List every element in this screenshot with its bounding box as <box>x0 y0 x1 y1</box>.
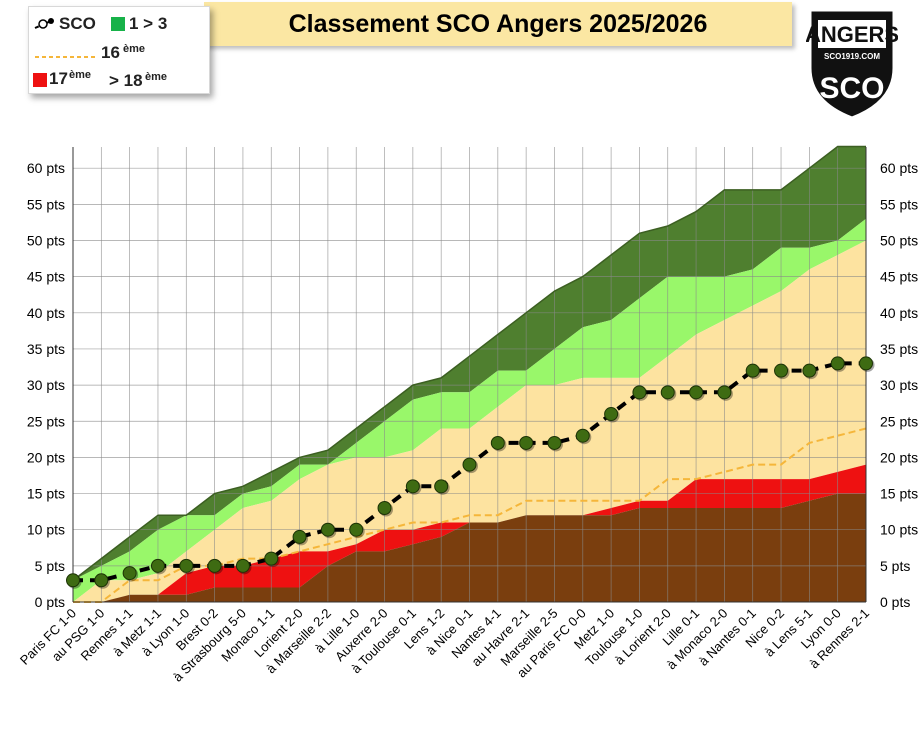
chart-title: Classement SCO Angers 2025/2026 <box>288 9 708 38</box>
y-tick-label-right: 15 pts <box>880 486 918 502</box>
sco-point <box>830 356 845 371</box>
y-tick-label-right: 50 pts <box>880 233 918 249</box>
sco-point <box>660 385 675 400</box>
sco-point <box>632 385 647 400</box>
chart-legend: SCO 1 > 3 16 ème 17 ème > 18 ème <box>28 6 210 94</box>
sco-point <box>235 558 250 573</box>
y-tick-label-left: 20 pts <box>27 449 65 465</box>
legend-rank16-label: 16 <box>101 43 120 62</box>
sco-point <box>774 363 789 378</box>
legend-rank18-suffix: ème <box>145 71 168 83</box>
sco-point <box>859 356 873 371</box>
sco-point <box>179 558 194 573</box>
y-tick-label-left: 10 pts <box>27 522 65 538</box>
sco-point <box>150 558 165 573</box>
y-tick-label-right: 0 pts <box>880 594 910 610</box>
y-tick-label-right: 45 pts <box>880 269 918 285</box>
sco-point <box>405 479 420 494</box>
leader-line <box>72 145 866 581</box>
y-tick-label-left: 45 pts <box>27 269 65 285</box>
y-tick-label-left: 15 pts <box>27 486 65 502</box>
sco-point <box>207 558 222 573</box>
legend-rank18-label: > 18 <box>109 71 143 90</box>
sco-point <box>689 385 704 400</box>
sco-point <box>575 428 590 443</box>
sco-point <box>377 501 392 516</box>
legend-relegation-swatch <box>33 73 47 87</box>
y-tick-label-left: 35 pts <box>27 341 65 357</box>
legend-top3-label: 1 > 3 <box>129 14 168 33</box>
y-tick-label-right: 20 pts <box>880 449 918 465</box>
legend-top3-swatch <box>111 17 125 31</box>
y-tick-label-right: 10 pts <box>880 522 918 538</box>
y-tick-label-left: 0 pts <box>35 594 65 610</box>
sco-point <box>94 573 109 588</box>
sco-point <box>264 551 279 566</box>
legend-rank16-suffix: ème <box>123 43 146 55</box>
y-tick-label-right: 35 pts <box>880 341 918 357</box>
sco-point <box>490 435 505 450</box>
y-tick-label-right: 30 pts <box>880 377 918 393</box>
angers-sco-logo: ANGERS SCO1919.COM SCO <box>806 8 898 120</box>
sco-point <box>717 385 732 400</box>
y-tick-label-left: 30 pts <box>27 377 65 393</box>
logo-name-text: ANGERS <box>806 22 898 47</box>
sco-point <box>320 522 335 537</box>
sco-point <box>462 457 477 472</box>
legend-rank17-suffix: ème <box>69 69 92 81</box>
y-tick-label-left: 55 pts <box>27 196 65 212</box>
sco-point <box>604 407 619 422</box>
logo-letters-text: SCO <box>819 72 884 105</box>
rank16-line <box>73 427 867 603</box>
sco-point <box>122 566 137 581</box>
sco-point <box>434 479 449 494</box>
y-tick-label-left: 60 pts <box>27 160 65 176</box>
sco-point <box>519 435 534 450</box>
y-tick-label-right: 40 pts <box>880 305 918 321</box>
y-tick-label-right: 25 pts <box>880 413 918 429</box>
y-tick-label-right: 5 pts <box>880 558 910 574</box>
chart-title-box: Classement SCO Angers 2025/2026 <box>204 2 792 46</box>
y-tick-label-left: 25 pts <box>27 413 65 429</box>
sco-line-marker-icon <box>34 18 54 29</box>
y-tick-label-right: 55 pts <box>880 196 918 212</box>
sco-point <box>292 529 307 544</box>
y-tick-label-right: 60 pts <box>880 160 918 176</box>
sco-point <box>349 522 364 537</box>
sco-point <box>745 363 760 378</box>
sco-point <box>66 573 80 588</box>
legend-team-label: SCO <box>59 14 96 33</box>
legend-rank16-dash-icon <box>35 56 95 58</box>
legend-rank17-label: 17 <box>49 69 68 88</box>
y-tick-label-left: 50 pts <box>27 233 65 249</box>
sco-point <box>802 363 817 378</box>
y-tick-label-left: 5 pts <box>35 558 65 574</box>
sco-point <box>547 435 562 450</box>
y-tick-label-left: 40 pts <box>27 305 65 321</box>
logo-subtitle-text: SCO1919.COM <box>824 52 880 61</box>
